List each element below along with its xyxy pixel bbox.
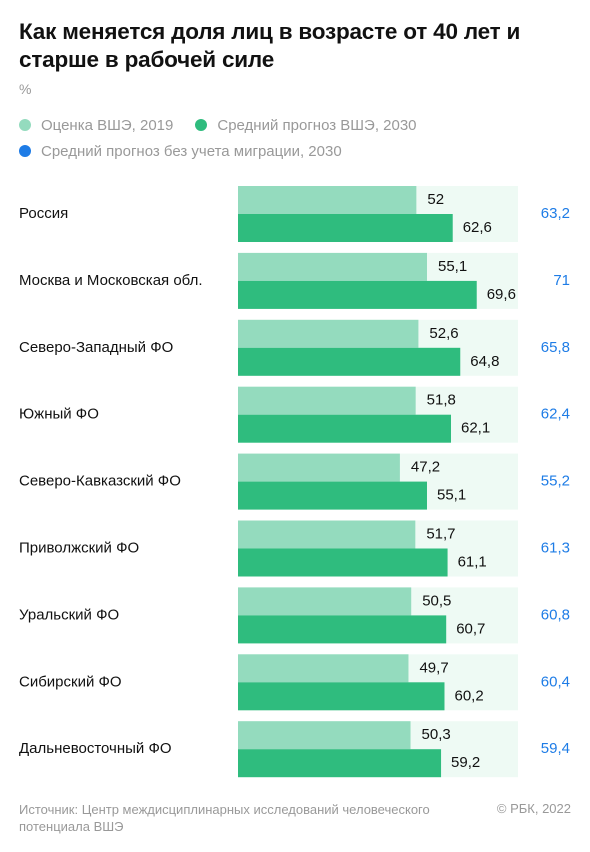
data-label-no-migration: 71 <box>553 272 570 289</box>
data-label-2019: 51,8 <box>427 392 456 409</box>
data-label-2030: 60,2 <box>454 687 483 704</box>
data-label-2019: 50,3 <box>422 726 451 743</box>
data-label-2019: 55,1 <box>438 258 467 275</box>
bar-2019 <box>238 587 412 616</box>
data-label-2019: 52,6 <box>429 325 458 342</box>
data-label-2030: 55,1 <box>437 487 466 504</box>
legend-dot-icon <box>19 145 31 157</box>
data-label-2019: 51,7 <box>426 525 455 542</box>
legend-row-1: Оценка ВШЭ, 2019 Средний прогноз ВШЭ, 20… <box>19 112 439 138</box>
data-label-no-migration: 65,8 <box>541 339 570 356</box>
legend-dot-icon <box>19 119 31 131</box>
legend: Оценка ВШЭ, 2019 Средний прогноз ВШЭ, 20… <box>19 112 439 164</box>
bar-2030 <box>238 615 447 644</box>
data-label-2030: 64,8 <box>470 353 499 370</box>
data-label-2019: 50,5 <box>422 592 451 609</box>
bar-2019 <box>238 386 416 415</box>
data-label-2030: 62,1 <box>461 420 490 437</box>
copyright: © РБК, 2022 <box>496 801 571 816</box>
data-label-2030: 59,2 <box>451 754 480 771</box>
category-label: Москва и Московская обл. <box>19 272 203 289</box>
legend-item-2030: Средний прогноз ВШЭ, 2030 <box>195 116 417 134</box>
bar-2030 <box>238 347 461 376</box>
data-label-no-migration: 59,4 <box>541 740 570 757</box>
bar-2019 <box>238 319 419 348</box>
data-label-2030: 69,6 <box>487 286 516 303</box>
data-label-no-migration: 60,4 <box>541 673 570 690</box>
data-label-2019: 49,7 <box>419 659 448 676</box>
category-label: Северо-Западный ФО <box>19 339 173 356</box>
category-label: Приволжский ФО <box>19 539 139 556</box>
bar-2030 <box>238 682 445 711</box>
legend-dot-icon <box>195 119 208 131</box>
legend-label: Оценка ВШЭ, 2019 <box>41 116 174 134</box>
legend-item-2019: Оценка ВШЭ, 2019 <box>19 117 173 134</box>
data-label-no-migration: 61,3 <box>541 539 570 556</box>
data-label-no-migration: 63,2 <box>541 205 570 222</box>
bar-2019 <box>238 186 417 214</box>
category-label: Сибирский ФО <box>19 673 122 690</box>
legend-label: Средний прогноз без учета миграции, 2030 <box>41 142 342 160</box>
category-label: Южный ФО <box>19 406 99 423</box>
data-label-no-migration: 55,2 <box>541 473 570 490</box>
chart-title: Как меняется доля лиц в возрасте от 40 л… <box>19 19 521 72</box>
bar-2030 <box>238 481 427 510</box>
data-label-no-migration: 60,8 <box>541 606 570 623</box>
data-label-2030: 62,6 <box>463 219 492 236</box>
category-label: Россия <box>19 205 68 222</box>
bar-2030 <box>238 414 452 443</box>
legend-item-no-migration: Средний прогноз без учета миграции, 2030 <box>19 143 342 160</box>
data-label-2030: 61,1 <box>458 553 487 570</box>
category-label: Дальневосточный ФО <box>19 740 172 757</box>
data-label-2019: 52 <box>427 191 444 208</box>
legend-row-2: Средний прогноз без учета миграции, 2030 <box>19 138 439 164</box>
legend-label: Средний прогноз ВШЭ, 2030 <box>217 116 417 134</box>
bar-2030 <box>238 548 448 577</box>
bar-2030 <box>238 280 477 309</box>
data-label-no-migration: 62,4 <box>541 406 570 423</box>
category-label: Северо-Кавказский ФО <box>19 473 181 490</box>
bar-2019 <box>238 252 427 281</box>
bar-2030 <box>238 749 442 778</box>
category-label: Уральский ФО <box>19 606 119 623</box>
data-label-2019: 47,2 <box>411 459 440 476</box>
unit-label: % <box>19 81 32 97</box>
data-label-2030: 60,7 <box>456 620 485 637</box>
bar-2019 <box>238 453 400 482</box>
bar-2019 <box>238 520 416 549</box>
bar-2030 <box>238 214 453 242</box>
source-note: Источник: Центр междисциплинарных исслед… <box>19 802 430 834</box>
bar-2019 <box>238 654 409 683</box>
bar-2019 <box>238 721 411 750</box>
